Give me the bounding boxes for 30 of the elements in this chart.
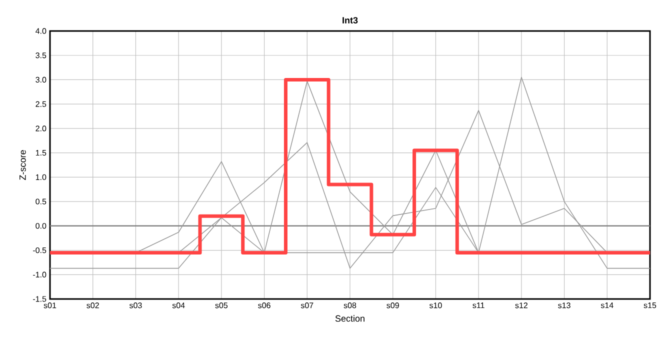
x-tick-label: s10 — [429, 302, 442, 308]
x-tick-label: s03 — [129, 302, 142, 308]
x-tick-label: s12 — [515, 302, 528, 308]
x-axis-title: Section — [335, 315, 364, 322]
x-tick-label: s14 — [600, 302, 614, 308]
x-tick-label: s02 — [86, 302, 99, 308]
y-tick-label: 3.5 — [36, 52, 46, 58]
y-tick-label: 3.0 — [36, 76, 46, 83]
x-tick-label: s09 — [386, 302, 399, 308]
x-tick-label: s06 — [258, 302, 270, 308]
x-tick-label: s04 — [172, 302, 185, 308]
y-axis-title: Z-score — [20, 150, 26, 180]
x-tick-label: s07 — [300, 302, 314, 308]
y-tick-label: -1.5 — [33, 296, 46, 302]
y-tick-label: -1.0 — [33, 272, 46, 278]
y-tick-label: 0.5 — [36, 198, 46, 204]
y-tick-label: 2.5 — [36, 101, 46, 107]
y-tick-label: 4.0 — [36, 28, 46, 34]
x-tick-label: s08 — [344, 302, 356, 308]
x-tick-label: s01 — [44, 302, 56, 308]
x-tick-label: s15 — [644, 302, 656, 308]
y-tick-label: 2.0 — [36, 126, 46, 132]
y-tick-label: 0.0 — [36, 223, 46, 229]
chart-title: Int3 — [342, 17, 358, 24]
y-tick-label: 1.0 — [36, 174, 46, 180]
y-tick-label: -0.5 — [33, 247, 46, 254]
x-tick-label: s13 — [558, 302, 570, 308]
y-tick-label: 1.5 — [36, 150, 46, 156]
x-tick-label: s11 — [472, 302, 484, 308]
x-tick-label: s05 — [215, 302, 228, 308]
